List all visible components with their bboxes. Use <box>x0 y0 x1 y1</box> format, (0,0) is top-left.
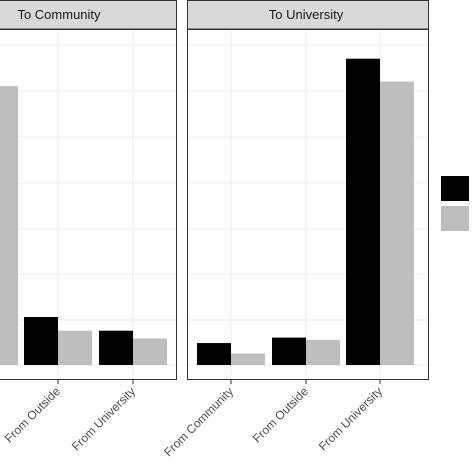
facet-strip <box>0 0 177 30</box>
bar <box>0 86 18 366</box>
facet-title: To University <box>269 7 344 22</box>
x-tick-label: From Outside <box>250 384 312 446</box>
bar <box>231 353 265 365</box>
bar <box>306 339 340 365</box>
facet-title: To Community <box>17 7 101 22</box>
bar <box>99 330 133 365</box>
bar <box>133 338 167 365</box>
bar <box>346 58 380 365</box>
legend <box>441 176 469 231</box>
x-tick-label: From Outside <box>2 384 64 446</box>
legend-key <box>441 206 469 231</box>
x-tick-label: From University <box>316 384 385 453</box>
facet-panel: To University From Community From Outside F… <box>161 0 429 459</box>
x-tick-label: From University <box>69 384 138 453</box>
panel-plot-area <box>187 29 429 380</box>
legend-key <box>441 176 469 201</box>
bar <box>58 330 92 365</box>
bar <box>24 317 58 365</box>
bar <box>380 81 414 366</box>
facet-panel: To Community From Outside From University <box>0 0 177 454</box>
bar <box>272 337 306 365</box>
facet-strip <box>187 0 429 30</box>
x-tick-label: From Community <box>161 384 236 459</box>
bar <box>197 343 231 365</box>
panel-plot-area <box>0 29 177 380</box>
